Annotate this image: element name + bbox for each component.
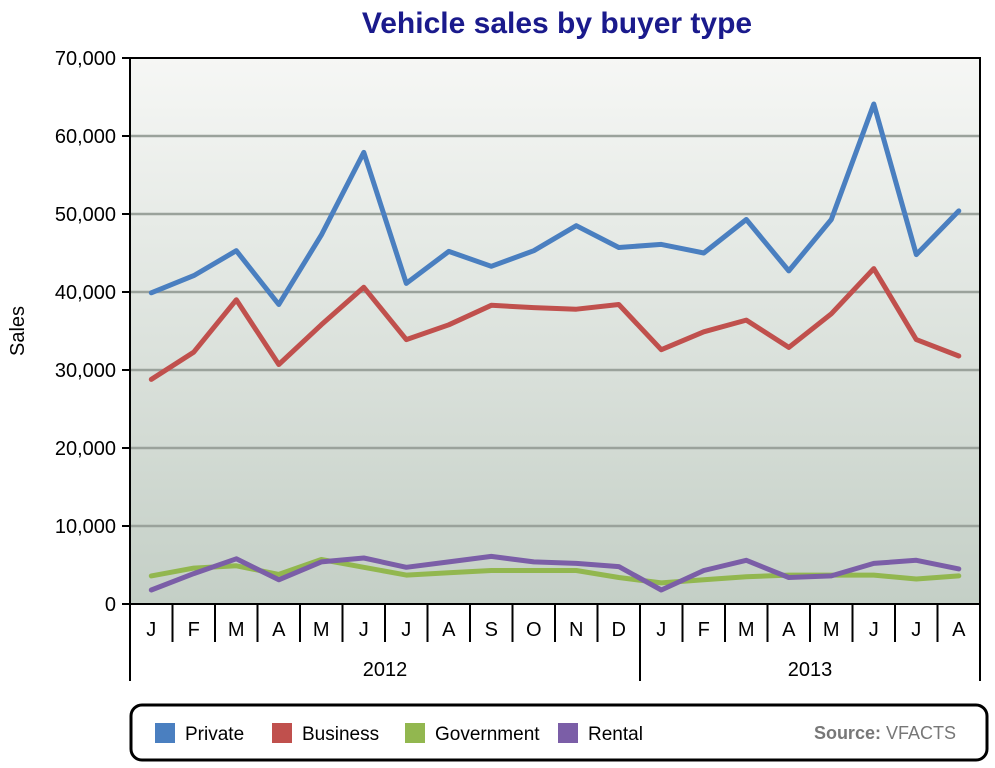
y-tick-label: 70,000 xyxy=(55,48,116,70)
x-tick-label: M xyxy=(313,619,330,641)
x-tick-label: F xyxy=(188,619,200,641)
legend-swatch-rental xyxy=(558,723,578,743)
x-tick-label: A xyxy=(272,619,286,641)
year-label: 2012 xyxy=(363,659,408,681)
x-tick-label: J xyxy=(146,619,156,641)
legend-swatch-business xyxy=(272,723,292,743)
legend-swatch-government xyxy=(405,723,425,743)
x-tick-label: A xyxy=(782,619,796,641)
x-tick-label: J xyxy=(656,619,666,641)
x-tick-label: M xyxy=(738,619,755,641)
y-tick-label: 20,000 xyxy=(55,438,116,460)
legend-label-rental: Rental xyxy=(588,724,643,745)
plot-area xyxy=(130,58,980,604)
x-tick-label: J xyxy=(911,619,921,641)
source-value: VFACTS xyxy=(886,723,956,743)
legend-swatch-private xyxy=(155,723,175,743)
series-line-business xyxy=(148,266,962,382)
x-tick-label: M xyxy=(228,619,245,641)
series-line-private xyxy=(148,101,962,307)
y-tick-label: 10,000 xyxy=(55,516,116,538)
x-tick-label: F xyxy=(698,619,710,641)
y-tick-label: 60,000 xyxy=(55,126,116,148)
x-tick-label: A xyxy=(952,619,966,641)
y-tick-label: 40,000 xyxy=(55,282,116,304)
legend-label-business: Business xyxy=(302,724,379,745)
chart-title: Vehicle sales by buyer type xyxy=(362,7,752,40)
year-groups: 2012 2013 xyxy=(129,604,981,681)
y-tick-label: 50,000 xyxy=(55,204,116,226)
x-tick-label: J xyxy=(869,619,879,641)
x-tick-label: N xyxy=(569,619,583,641)
source-label: Source: xyxy=(814,723,881,743)
year-label: 2013 xyxy=(788,659,833,681)
x-tick-label: J xyxy=(401,619,411,641)
x-tick-label: J xyxy=(359,619,369,641)
legend-label-government: Government xyxy=(435,724,540,745)
x-tick-label: D xyxy=(612,619,626,641)
x-tick-label: M xyxy=(823,619,840,641)
legend: Private Business Government Rental Source: … xyxy=(129,703,989,762)
series-line-rental xyxy=(148,553,962,593)
series-lines xyxy=(148,101,962,593)
source-note: Source: VFACTS xyxy=(814,723,956,743)
x-tick-label: O xyxy=(526,619,542,641)
x-tick-label: A xyxy=(442,619,456,641)
y-tick-label: 0 xyxy=(105,594,116,616)
y-tick-label: 30,000 xyxy=(55,360,116,382)
x-tick-label: S xyxy=(485,619,498,641)
y-axis-label: Sales xyxy=(7,306,29,356)
legend-label-private: Private xyxy=(185,724,244,745)
y-axis-ticks: 0 10,000 20,000 30,000 40,000 50,000 60,000 70,… xyxy=(55,48,130,616)
